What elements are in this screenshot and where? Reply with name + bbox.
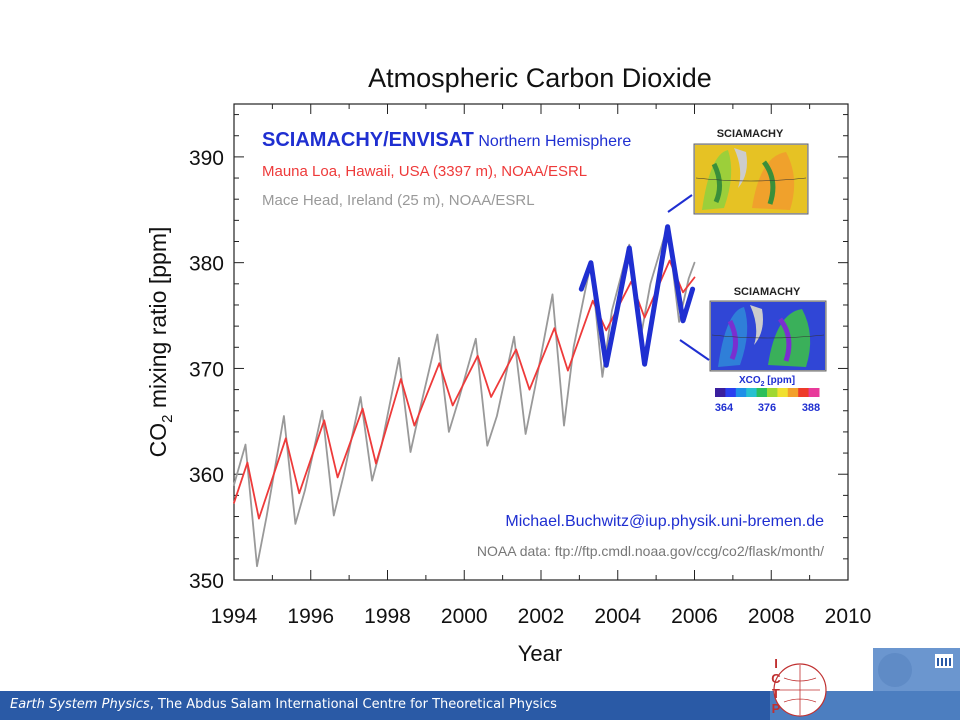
y-tick-label: 360 <box>189 464 224 487</box>
map-region-stroke <box>727 317 792 362</box>
colorbar-tick-0: 364 <box>715 402 734 414</box>
y-axis-label-rest: mixing ratio [ppm] <box>145 227 171 415</box>
legend-sciamachy-name: SCIAMACHY/ENVISAT <box>262 129 474 151</box>
colorbar-swatch <box>725 388 737 397</box>
footer-institution: , The Abdus Salam International Centre f… <box>149 697 557 712</box>
ictp-letter-c: C <box>771 671 781 686</box>
footer-text: Earth System Physics, The Abdus Salam In… <box>10 697 557 712</box>
y-tick-label: 390 <box>189 147 224 170</box>
x-tick-label: 2002 <box>518 605 565 628</box>
x-tick-labels: 1994 1996 1998 2000 2002 2004 2006 2008 2010 <box>211 605 872 628</box>
colorbar-swatch <box>746 388 758 397</box>
x-tick-label: 2006 <box>671 605 718 628</box>
legend-mace-head: Mace Head, Ireland (25 m), NOAA/ESRL <box>262 192 535 209</box>
chart-title: Atmospheric Carbon Dioxide <box>368 63 712 93</box>
colorbar-swatch <box>767 388 778 397</box>
y-tick-label: 350 <box>189 570 224 593</box>
x-tick-label: 2004 <box>594 605 641 628</box>
colorbar-swatch <box>787 388 799 397</box>
map-region-stroke <box>711 160 776 205</box>
author-email: Michael.Buchwitz@iup.physik.uni-bremen.d… <box>505 513 824 530</box>
inset-connector-autumn <box>679 339 710 361</box>
map-coastline <box>711 334 825 339</box>
y-axis-label-co: CO <box>145 423 171 458</box>
series-line-sciamachy <box>578 224 696 368</box>
y-tick-label: 380 <box>189 253 224 276</box>
series-line-mauna-loa <box>233 259 696 520</box>
colorbar-swatch <box>756 388 768 397</box>
y-tick-label: 370 <box>189 358 224 381</box>
inset-map-summer: SCIAMACHY <box>693 128 809 215</box>
ictp-logo: I C T P <box>771 656 827 717</box>
colorbar-swatch <box>715 388 726 397</box>
x-tick-label: 1998 <box>364 605 411 628</box>
ictp-letter-t: T <box>772 686 780 701</box>
footer-bar <box>0 691 770 720</box>
x-tick-label: 1996 <box>287 605 334 628</box>
ictp-letter-i: I <box>774 656 778 671</box>
ictp-letter-p: P <box>772 701 781 716</box>
colorbar-swatch <box>808 388 820 397</box>
legend-sciamachy-suffix: Northern Hemisphere <box>474 133 632 150</box>
colorbar-swatch <box>798 388 810 397</box>
inset-map-summer-title: SCIAMACHY <box>717 128 784 140</box>
axis-ticks <box>233 104 849 581</box>
colorbar-label-unit: [ppm] <box>765 375 796 386</box>
data-source-note: NOAA data: ftp://ftp.cmdl.noaa.gov/ccg/c… <box>477 543 824 559</box>
map-ocean-patch <box>750 305 763 345</box>
footer-emphasis: Earth System Physics <box>10 697 150 712</box>
x-tick-label: 2008 <box>748 605 795 628</box>
map-ocean-patch <box>734 148 747 188</box>
x-axis-label: Year <box>518 641 562 666</box>
x-tick-label: 2010 <box>825 605 872 628</box>
colorbar-swatch <box>777 388 789 397</box>
legend-sciamachy: SCIAMACHY/ENVISAT Northern Hemisphere <box>262 129 631 151</box>
y-axis-label: CO2 mixing ratio [ppm] <box>145 227 176 458</box>
colorbar-tick-2: 388 <box>802 402 820 414</box>
colorbar-swatch <box>735 388 747 397</box>
inset-connector-summer <box>667 194 693 213</box>
co2-chart: Atmospheric Carbon Dioxide 1994 1996 1998 2… <box>145 63 872 666</box>
legend-mauna-loa: Mauna Loa, Hawaii, USA (3397 m), NOAA/ES… <box>262 163 587 180</box>
series-layer <box>233 224 696 568</box>
y-tick-labels: 350 360 370 380 390 <box>189 147 224 593</box>
y-axis-label-subscript: 2 <box>159 415 176 423</box>
colorbar-tick-1: 376 <box>758 402 776 414</box>
colorbar-label-base: XCO <box>739 375 761 386</box>
x-tick-label: 2000 <box>441 605 488 628</box>
colorbar-label-subscript: 2 <box>761 381 765 388</box>
inset-map-autumn: SCIAMACHY <box>709 286 827 372</box>
colorbar: XCO2 [ppm] 364 376 388 <box>715 375 820 414</box>
map-coastline <box>695 177 807 182</box>
inset-map-autumn-title: SCIAMACHY <box>734 286 801 298</box>
colorbar-label: XCO2 [ppm] <box>739 375 795 388</box>
x-tick-label: 1994 <box>211 605 258 628</box>
